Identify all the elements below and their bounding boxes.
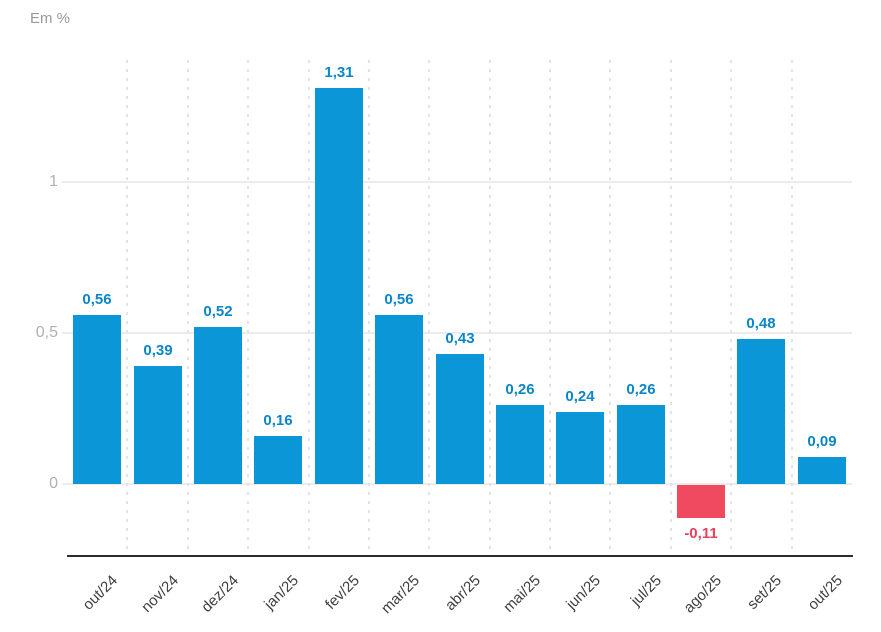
v-gridline xyxy=(549,60,551,551)
v-gridline xyxy=(791,60,793,551)
bar-mar-25[interactable] xyxy=(375,315,423,484)
bar-value-label: 0,48 xyxy=(746,315,776,332)
v-gridline xyxy=(247,60,249,551)
bar-value-label: 0,26 xyxy=(626,381,656,398)
bar-value-label: 1,31 xyxy=(324,64,354,81)
bar-jun-25[interactable] xyxy=(556,412,604,484)
bar-value-label: -0,11 xyxy=(684,525,718,542)
bar-value-label: 0,56 xyxy=(82,291,112,308)
bar-value-label: 0,16 xyxy=(263,412,293,429)
bar-value-label: 0,24 xyxy=(565,388,595,405)
v-gridline xyxy=(489,60,491,551)
bar-mai-25[interactable] xyxy=(496,405,544,484)
bar-value-label: 0,09 xyxy=(807,433,837,450)
bar-out-25[interactable] xyxy=(798,457,846,484)
bar-value-label: 0,26 xyxy=(505,381,535,398)
v-gridline xyxy=(368,60,370,551)
bar-value-label: 0,56 xyxy=(384,291,414,308)
x-axis-line xyxy=(67,555,853,557)
bar-set-25[interactable] xyxy=(737,339,785,484)
bar-ago-25[interactable] xyxy=(677,485,725,518)
bar-value-label: 0,39 xyxy=(143,342,173,359)
bar-value-label: 0,43 xyxy=(445,330,475,347)
v-gridline xyxy=(730,60,732,551)
x-axis-label: out/24 xyxy=(79,572,122,614)
bar-fev-25[interactable] xyxy=(315,88,363,484)
y-axis-tick-label: 0,5 xyxy=(35,324,58,341)
v-gridline xyxy=(428,60,430,551)
y-gridline xyxy=(62,483,852,485)
y-gridline xyxy=(62,332,852,334)
bar-jul-25[interactable] xyxy=(617,405,665,484)
bar-nov-24[interactable] xyxy=(134,366,182,484)
y-gridline xyxy=(62,181,852,183)
v-gridline xyxy=(609,60,611,551)
v-gridline xyxy=(187,60,189,551)
bar-dez-24[interactable] xyxy=(194,327,242,484)
bar-jan-25[interactable] xyxy=(254,436,302,484)
bar-abr-25[interactable] xyxy=(436,354,484,484)
v-gridline xyxy=(308,60,310,551)
bar-value-label: 0,52 xyxy=(203,303,233,320)
y-axis-tick-label: 0 xyxy=(49,475,58,492)
y-axis-tick-label: 1 xyxy=(49,173,58,190)
bar-out-24[interactable] xyxy=(73,315,121,484)
v-gridline xyxy=(126,60,128,551)
v-gridline xyxy=(670,60,672,551)
chart-title: Em % xyxy=(30,10,71,27)
